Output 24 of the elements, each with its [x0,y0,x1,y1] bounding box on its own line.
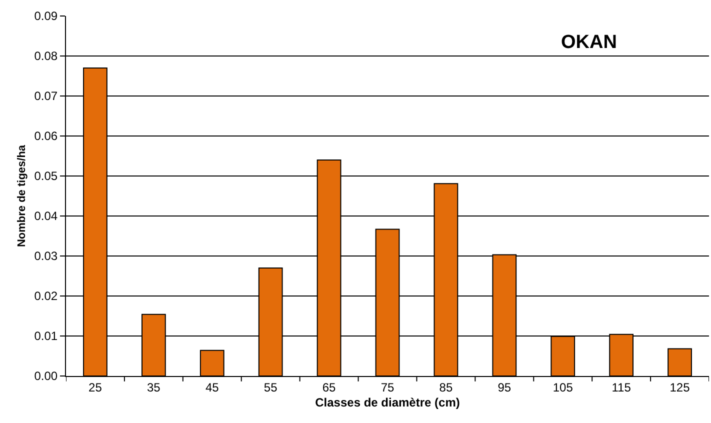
x-tick-label: 95 [498,380,512,394]
x-tick-label: 45 [205,380,220,394]
x-tick-label: 125 [670,380,690,394]
y-tick-label: 0.03 [34,249,58,264]
y-tick-label: 0.00 [34,369,58,384]
y-tick-label: 0.05 [34,169,58,184]
y-tick-label: 0.04 [34,209,58,224]
y-tick-label: 0.02 [34,289,58,304]
y-axis-title: Nombre de tiges/ha [16,144,28,248]
x-axis-title: Classes de diamètre (cm) [315,395,460,410]
y-tick-label: 0.01 [34,329,58,344]
x-tick-label: 105 [552,380,574,394]
x-tick-label: 65 [322,380,336,394]
y-tick-label: 0.06 [34,129,58,144]
x-tick-label: 85 [439,380,453,394]
x-tick-label: 25 [88,380,102,394]
x-tick-label: 115 [612,380,632,394]
x-tick-label: 75 [380,380,394,394]
x-tick-label: 55 [264,380,278,394]
y-tick-label: 0.08 [34,49,58,64]
x-tick-label: 35 [147,380,161,394]
annotation: OKAN [561,32,617,53]
y-tick-label: 0.07 [34,89,58,104]
y-tick-label: 0.09 [34,9,58,24]
